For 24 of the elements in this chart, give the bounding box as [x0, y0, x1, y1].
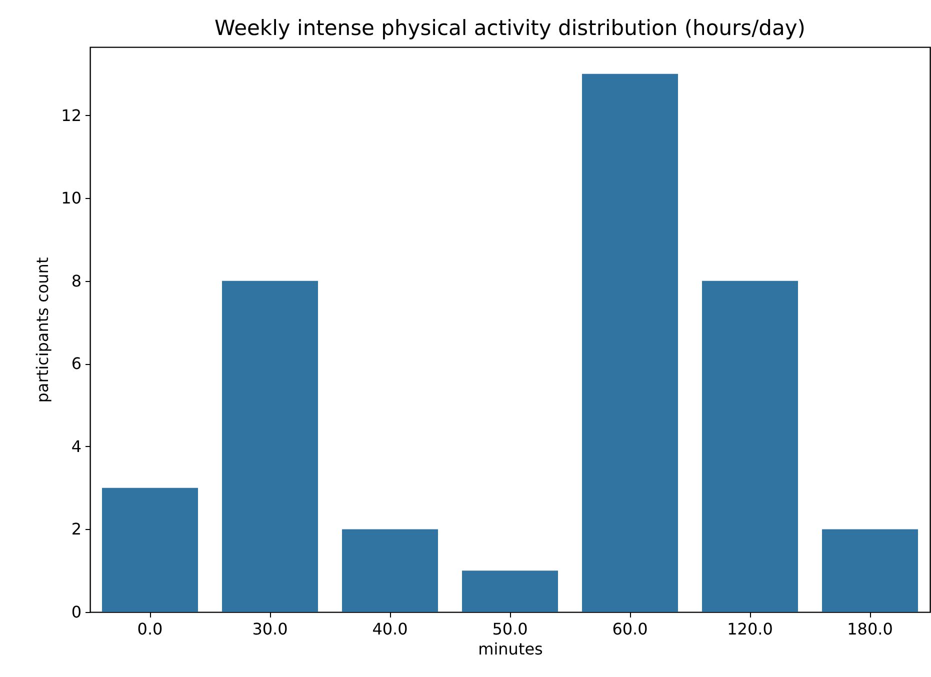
bar: [462, 570, 558, 612]
bar: [582, 74, 678, 612]
bar: [222, 280, 318, 612]
y-tick-label: 4: [71, 436, 82, 456]
x-tick-label: 60.0: [612, 620, 648, 638]
bar: [342, 529, 438, 612]
x-tick-label: 40.0: [372, 620, 408, 638]
x-tick-label: 0.0: [137, 620, 163, 638]
y-tick-label: 0: [71, 602, 82, 622]
x-tick-label: 180.0: [847, 620, 893, 638]
bar: [102, 488, 198, 612]
y-tick-label: 8: [71, 271, 82, 290]
x-tick-label: 50.0: [492, 620, 528, 638]
y-tick-label: 2: [71, 520, 82, 539]
x-axis-title: minutes: [478, 640, 543, 658]
y-axis-title: participants count: [33, 257, 52, 403]
bar: [822, 529, 918, 612]
bar: [702, 280, 798, 612]
chart-title: Weekly intense physical activity distribution (hours/day): [214, 16, 806, 40]
y-tick-label: 12: [61, 106, 82, 125]
x-tick-label: 120.0: [727, 620, 773, 638]
y-tick-label: 6: [71, 354, 82, 374]
y-tick-label: 10: [61, 188, 82, 208]
x-tick-label: 30.0: [252, 620, 288, 638]
